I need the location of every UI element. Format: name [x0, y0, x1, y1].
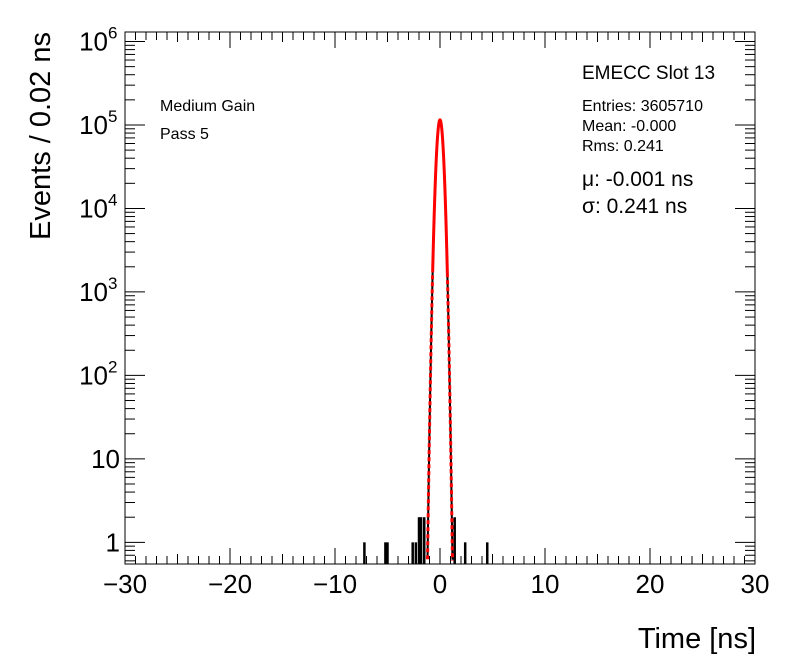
entries-stat: Entries: 3605710 [582, 98, 703, 115]
y-tick-label: 10 [79, 27, 108, 57]
gain-label: Medium Gain [160, 98, 256, 115]
mean-stat: Mean: -0.000 [582, 118, 677, 135]
histogram-bars [363, 517, 489, 564]
y-axis-label: Events / 0.02 ns [25, 32, 57, 240]
gaussian-fit-curve [431, 118, 449, 274]
y-tick-exponent: 5 [108, 107, 117, 126]
gaussian-fit-dashed-tail [426, 272, 454, 561]
x-tick-label: 30 [741, 569, 770, 599]
fit-sigma: σ: 0.241 ns [582, 195, 688, 218]
y-tick-exponent: 3 [108, 274, 117, 293]
x-tick-label: 0 [433, 569, 447, 599]
y-tick-label: 10 [79, 277, 108, 307]
rms-stat: Rms: 0.241 [582, 138, 664, 155]
pass-label: Pass 5 [160, 126, 209, 143]
y-tick-base: 10 [79, 360, 108, 390]
y-tick-label: 10 [79, 110, 108, 140]
y-tick-exponent: 4 [108, 190, 117, 209]
x-tick-label: 10 [531, 569, 560, 599]
x-tick-labels: −30 −20 −10 0 10 20 30 [103, 569, 770, 599]
x-tick-label: −20 [208, 569, 252, 599]
y-tick-base: 10 [79, 277, 108, 307]
y-tick-exponent: 2 [108, 357, 117, 376]
y-tick-base: 10 [79, 27, 108, 57]
y-tick-label: 10 [79, 193, 108, 223]
axis-ticks [124, 32, 756, 564]
y-tick-base: 10 [79, 193, 108, 223]
x-tick-label: 20 [636, 569, 665, 599]
y-tick-exponent: 6 [108, 24, 117, 43]
y-tick-label: 10 [79, 360, 108, 390]
x-tick-label: −10 [313, 569, 357, 599]
x-tick-label: −30 [103, 569, 147, 599]
y-tick-label: 1 [106, 527, 120, 557]
x-axis-label: Time [ns] [638, 623, 756, 655]
fit-mu: μ: -0.001 ns [582, 168, 694, 191]
y-tick-label: 10 [91, 444, 120, 474]
slot-title: EMECC Slot 13 [582, 63, 716, 84]
y-tick-base: 10 [79, 110, 108, 140]
